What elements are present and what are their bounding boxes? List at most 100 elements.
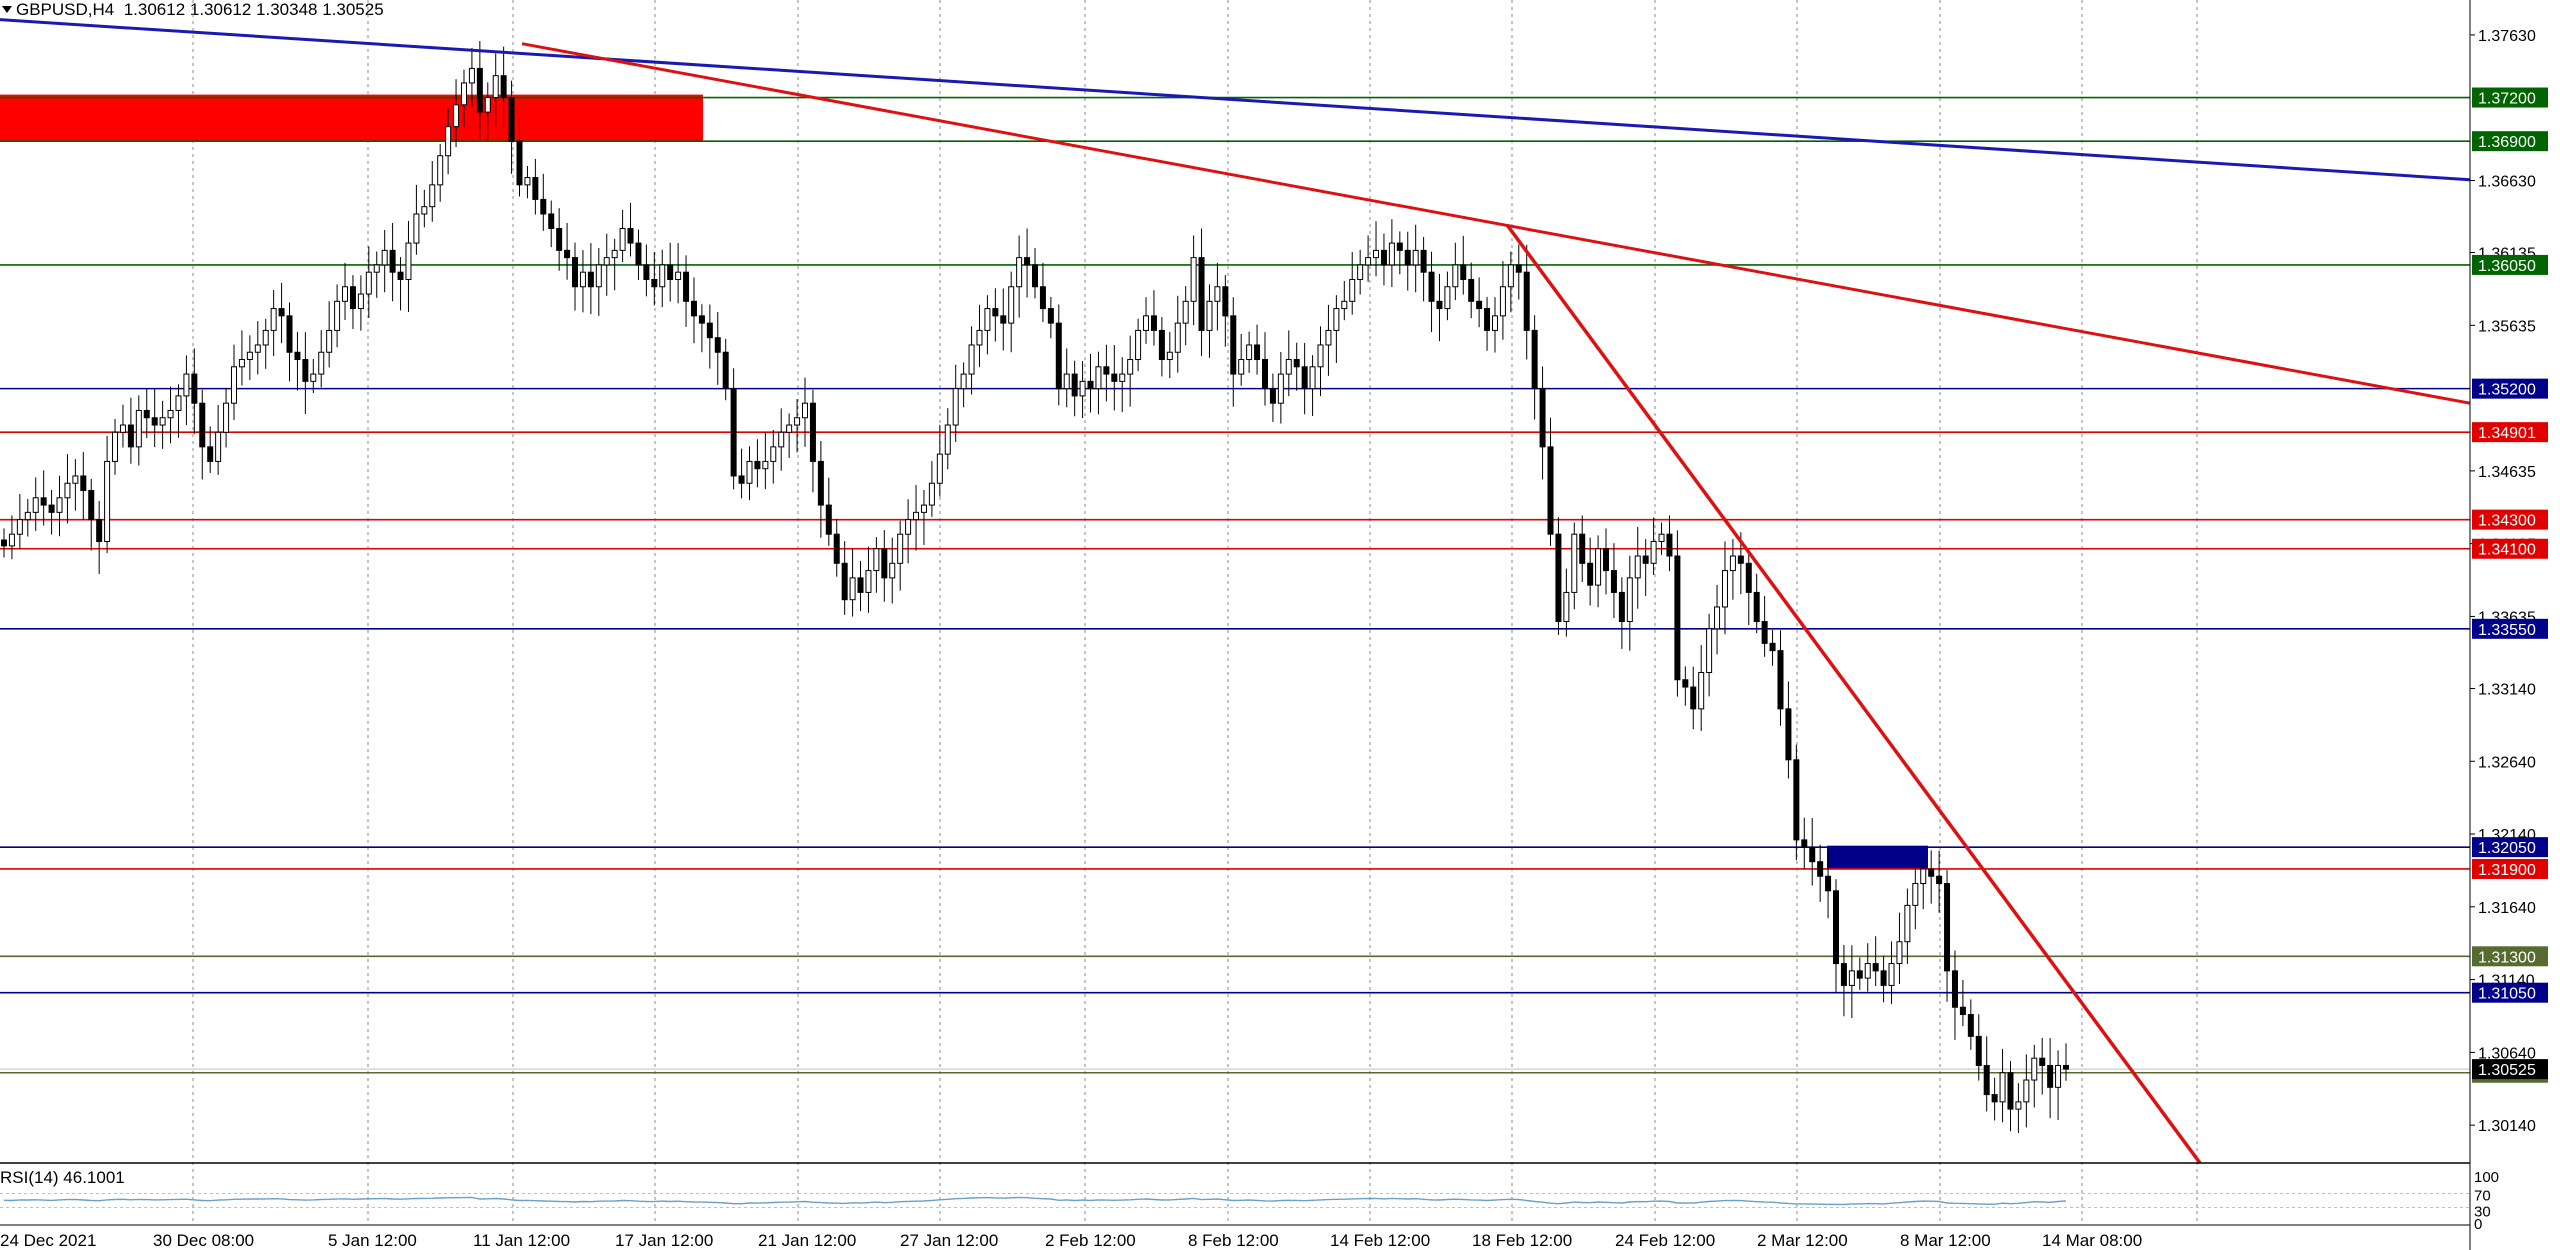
candle-body — [1039, 286, 1046, 310]
level-label: 1.34300 — [2478, 513, 2536, 530]
candle-body — [1103, 366, 1110, 375]
candle-body — [2063, 1064, 2069, 1070]
candle-body — [1626, 577, 1633, 623]
candle-body — [1380, 249, 1387, 266]
candle-body — [1523, 271, 1530, 331]
candle-body — [1904, 904, 1911, 943]
candle-body — [2047, 1064, 2054, 1088]
level-label: 1.37200 — [2478, 91, 2536, 108]
candle-body — [960, 373, 967, 390]
candle-body — [1753, 591, 1760, 623]
candle-body — [1888, 963, 1895, 986]
candle-body — [334, 300, 341, 331]
candle-body — [159, 417, 166, 426]
zones — [0, 94, 1928, 869]
candle-body — [778, 431, 785, 448]
symbol-timeframe: GBPUSD,H4 — [16, 0, 115, 19]
candle-body — [809, 402, 816, 462]
candle-body — [1016, 257, 1023, 288]
x-tick-label: 8 Mar 12:00 — [1900, 1231, 1991, 1250]
candle-body — [1000, 315, 1007, 324]
candle-body — [238, 359, 245, 368]
candle-body — [56, 497, 63, 513]
candle-body — [1920, 868, 1927, 885]
candle-body — [151, 417, 158, 426]
candle-body — [667, 264, 674, 280]
candle-body — [1214, 286, 1221, 302]
candle-body — [802, 402, 809, 419]
candle-body — [1912, 883, 1919, 906]
candle-body — [643, 264, 650, 280]
candle-body — [294, 351, 301, 361]
candle-body — [762, 460, 769, 470]
candle-body — [1809, 846, 1816, 863]
candle-body — [1293, 359, 1300, 368]
candle-body — [611, 249, 618, 259]
candle-body — [1365, 257, 1372, 266]
candle-body — [1595, 548, 1602, 586]
candle-body — [857, 577, 864, 593]
candle-body — [524, 177, 531, 186]
candle-body — [1714, 606, 1721, 630]
candle-body — [1206, 300, 1213, 331]
caret-down-icon[interactable] — [2, 6, 12, 14]
candle-body — [1507, 264, 1514, 288]
candle-body — [1095, 366, 1102, 390]
x-tick-label: 2 Feb 12:00 — [1045, 1231, 1136, 1250]
candle-body — [1468, 278, 1475, 302]
candle-body — [429, 184, 436, 208]
candle-body — [976, 329, 983, 346]
candle-body — [1135, 329, 1142, 361]
candle-body — [619, 228, 626, 251]
candle-body — [2039, 1057, 2046, 1066]
candle-body — [1983, 1064, 1990, 1096]
candle-body — [786, 424, 793, 433]
y-tick-label: 1.35635 — [2478, 318, 2536, 335]
candle-body — [1008, 286, 1015, 324]
candle-body — [1674, 555, 1681, 681]
candle-body — [349, 286, 356, 310]
candle-body — [1856, 970, 1863, 979]
level-label: 1.32050 — [2478, 840, 2536, 857]
supply-zone — [0, 94, 703, 142]
candle-body — [1880, 970, 1887, 986]
ohlc-values: 1.30612 1.30612 1.30348 1.30525 — [123, 0, 384, 19]
candle-body — [104, 460, 111, 542]
level-label: 1.35200 — [2478, 382, 2536, 399]
x-tick-label: 21 Jan 12:00 — [758, 1231, 856, 1250]
candle-body — [2055, 1064, 2062, 1088]
candle-body — [556, 228, 563, 251]
candle-body — [1373, 249, 1380, 259]
candle-body — [389, 249, 396, 273]
candle-body — [698, 315, 705, 324]
level-label-bg — [2472, 982, 2548, 1003]
candle-body — [1476, 300, 1483, 310]
candle-body — [1658, 533, 1665, 542]
candle-body — [968, 344, 975, 375]
candle-body — [500, 75, 507, 99]
candle-body — [1793, 759, 1800, 841]
trendlines[interactable] — [0, 18, 2471, 1165]
candle-body — [246, 351, 253, 361]
candle-body — [1896, 941, 1903, 965]
candle-body — [1254, 344, 1261, 361]
candle-body — [1539, 388, 1546, 448]
candle-body — [1412, 249, 1419, 266]
candle-body — [706, 322, 713, 339]
candle-body — [1277, 373, 1284, 404]
rsi-label: RSI(14) 46.1001 — [0, 1168, 125, 1187]
candle-body — [841, 562, 848, 601]
candle-body — [413, 213, 420, 244]
x-tick-label: 2 Mar 12:00 — [1757, 1231, 1848, 1250]
level-label-bg — [2472, 946, 2548, 967]
candle-body — [230, 366, 237, 404]
candle-body — [817, 460, 824, 506]
candle-body — [88, 490, 95, 521]
candle-body — [357, 293, 364, 310]
candle-body — [421, 206, 428, 215]
candle-body — [64, 482, 71, 499]
candle-body — [1499, 286, 1506, 317]
horizontal-levels[interactable] — [0, 96, 2470, 1074]
candle-body — [1634, 555, 1641, 579]
